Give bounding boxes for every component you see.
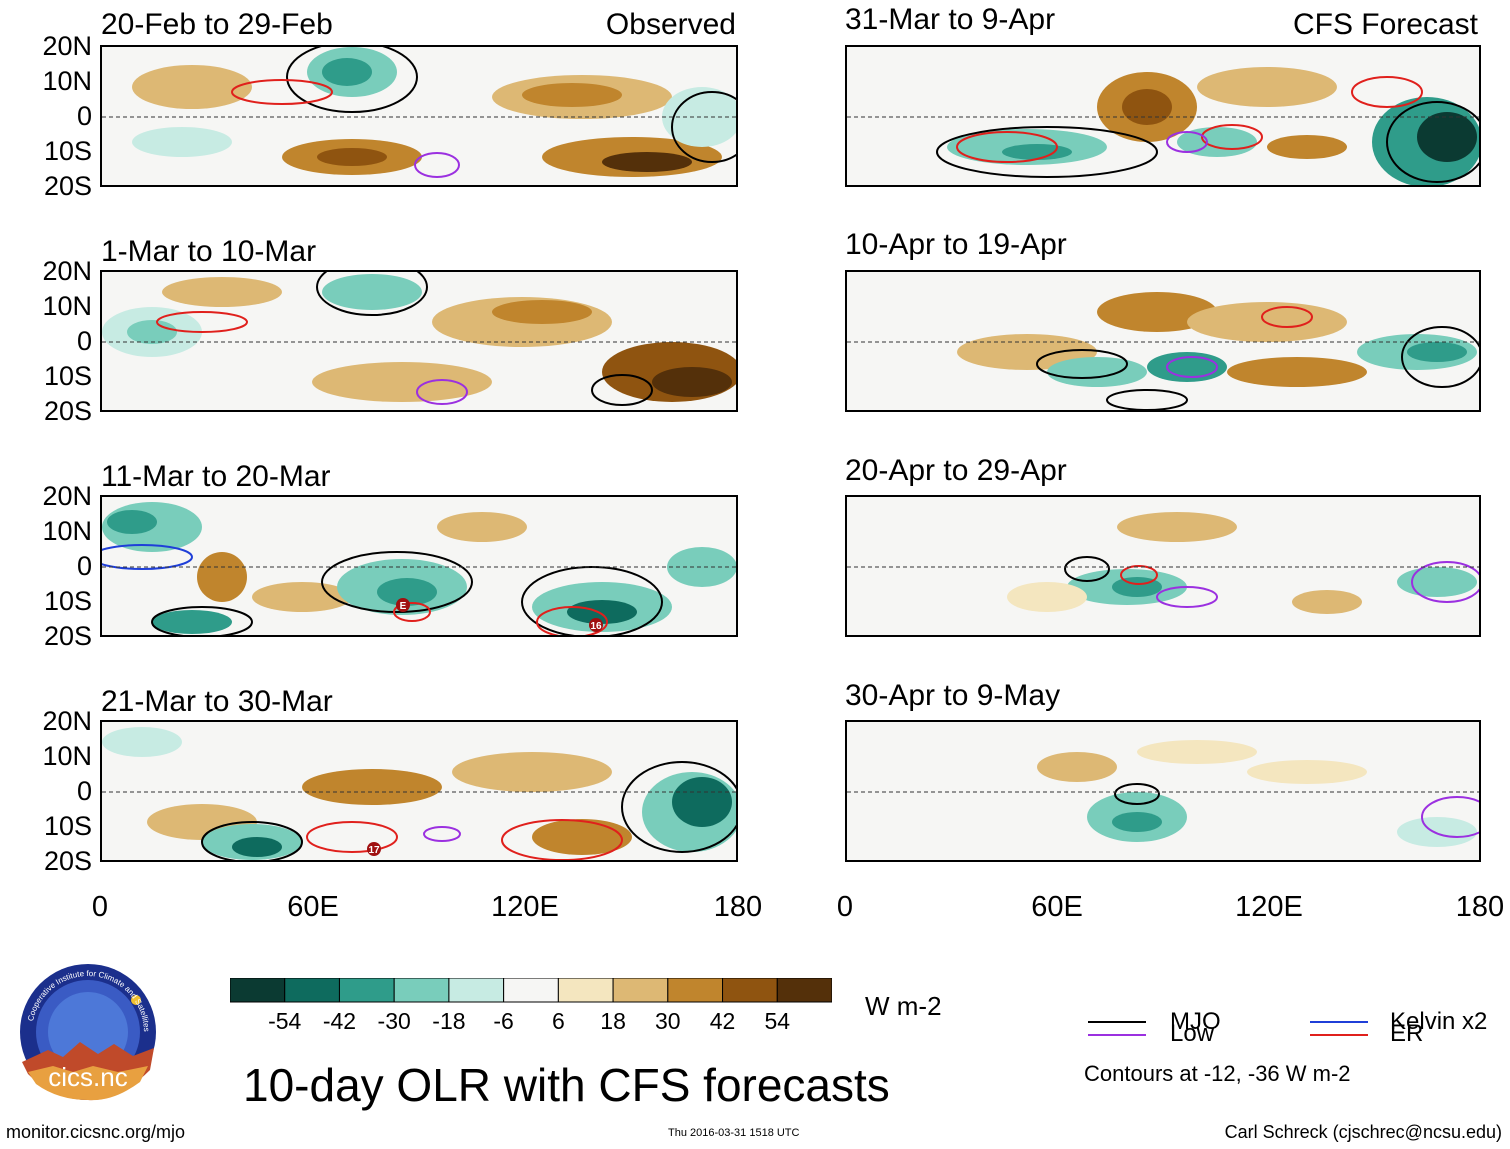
colorbar-swatch <box>667 977 724 1003</box>
lat-label: 20S <box>43 396 92 426</box>
lat-label: 20S <box>43 846 92 876</box>
lon-label: 180 <box>713 891 763 923</box>
colorbar-unit: W m-2 <box>865 991 942 1021</box>
panel-title-left-1: 20-Feb to 29-Feb <box>101 8 333 41</box>
main-title: 10-day OLR with CFS forecasts <box>243 1059 890 1111</box>
legend-label-mjo: MJO <box>1170 1008 1221 1035</box>
lat-label: 10N <box>42 291 92 321</box>
colorbar-swatch <box>776 977 833 1003</box>
colorbar-swatch <box>448 977 505 1003</box>
colorbar-tick-label: -18 <box>432 1008 466 1034</box>
lat-label: 0 <box>76 551 92 581</box>
map-panel-forecast-4 <box>845 720 1481 862</box>
legend-label-kelvin: Kelvin x2 <box>1390 1008 1488 1035</box>
map-panel-observed-2 <box>100 270 738 412</box>
storm-marker-e <box>396 598 410 612</box>
colorbar-tick-label: 42 <box>709 1008 736 1034</box>
storm-marker-16 <box>589 618 603 632</box>
storm-label-e: E <box>400 601 407 612</box>
lon-label: 60E <box>287 891 339 923</box>
map-panel-forecast-2 <box>845 270 1481 412</box>
panel-title-left-3: 11-Mar to 20-Mar <box>101 460 331 493</box>
lat-label: 10N <box>42 741 92 771</box>
colorbar-swatch <box>229 977 286 1003</box>
footer-timestamp: Thu 2016-03-31 1518 UTC <box>668 1127 800 1139</box>
colorbar-tick-label: 18 <box>600 1008 626 1034</box>
colorbar-swatch <box>612 977 669 1003</box>
map-panel-observed-3: E 16 <box>100 495 738 637</box>
colorbar-tick-label: 6 <box>551 1008 565 1034</box>
legend-label-er: ER <box>1390 1020 1424 1047</box>
storm-label-17: 17 <box>368 845 380 856</box>
colorbar <box>229 977 833 1028</box>
colorbar-tick-label: -54 <box>268 1008 302 1034</box>
lat-label: 0 <box>76 326 92 356</box>
cics-logo: cics.nc Cooperative Institute for Climat… <box>18 962 158 1102</box>
map-panel-observed-4: 17 <box>100 720 738 862</box>
observed-tag: Observed <box>605 8 736 41</box>
legend-swatch-kelvin <box>1310 1021 1368 1023</box>
lat-label: 0 <box>76 101 92 131</box>
lon-label: 120E <box>491 891 559 923</box>
colorbar-swatch <box>557 977 614 1003</box>
colorbar-tick-label: -42 <box>322 1008 357 1034</box>
panel-title-right-3: 20-Apr to 29-Apr <box>845 454 1067 487</box>
legend-label-low: Low <box>1170 1020 1215 1047</box>
legend-swatch-er <box>1310 1034 1368 1036</box>
colorbar-swatch <box>503 977 559 1003</box>
storm-label-16: 16 <box>590 621 602 632</box>
colorbar-swatches <box>229 977 833 1003</box>
map-panel-forecast-3 <box>845 495 1481 637</box>
lat-label: 20N <box>42 706 92 736</box>
panel-title-right-2: 10-Apr to 19-Apr <box>845 228 1067 261</box>
colorbar-swatch <box>393 977 450 1003</box>
colorbar-swatch <box>338 977 395 1003</box>
lon-label: 0 <box>836 891 854 923</box>
colorbar-tick-label: 54 <box>764 1008 791 1034</box>
map-panel-forecast-1 <box>845 45 1481 187</box>
colorbar-swatch <box>284 977 340 1003</box>
lat-label: 0 <box>76 776 92 806</box>
map-panel-observed-1 <box>100 45 738 187</box>
lon-label: 60E <box>1031 891 1083 923</box>
lat-label: 20N <box>42 481 92 511</box>
lon-label: 0 <box>91 891 109 923</box>
lat-label: 20N <box>42 256 92 286</box>
lat-label: 10S <box>43 811 92 841</box>
colorbar-tick-label: -30 <box>377 1008 411 1034</box>
colorbar-tick-label: 30 <box>655 1008 681 1034</box>
logo-text: cics.nc <box>48 1062 127 1092</box>
storm-marker-17 <box>367 842 381 856</box>
panel-title-right-4: 30-Apr to 9-May <box>845 679 1061 712</box>
legend-swatch-mjo <box>1088 1021 1146 1023</box>
cfs-forecast-tag: CFS Forecast <box>1292 8 1478 41</box>
legend-swatch-low <box>1088 1034 1146 1036</box>
lat-label: 20N <box>42 31 92 61</box>
footer-author: Carl Schreck (cjschrec@ncsu.edu) <box>1224 1122 1502 1142</box>
panel-title-left-4: 21-Mar to 30-Mar <box>101 685 333 718</box>
lat-label: 10S <box>43 361 92 391</box>
lon-label: 120E <box>1235 891 1303 923</box>
colorbar-swatch <box>722 977 778 1003</box>
lon-label: 180 <box>1455 891 1505 923</box>
lat-label: 20S <box>43 171 92 201</box>
footer-url[interactable]: monitor.cicsnc.org/mjo <box>6 1122 186 1142</box>
lat-label: 10N <box>42 516 92 546</box>
panel-title-right-1: 31-Mar to 9-Apr <box>845 3 1056 36</box>
colorbar-tick-label: -6 <box>493 1008 514 1034</box>
legend-contour-note: Contours at -12, -36 W m-2 <box>1084 1061 1351 1086</box>
lat-label: 10S <box>43 136 92 166</box>
lat-label: 20S <box>43 621 92 651</box>
lat-label: 10S <box>43 586 92 616</box>
lat-label: 10N <box>42 66 92 96</box>
panel-title-left-2: 1-Mar to 10-Mar <box>101 235 317 268</box>
